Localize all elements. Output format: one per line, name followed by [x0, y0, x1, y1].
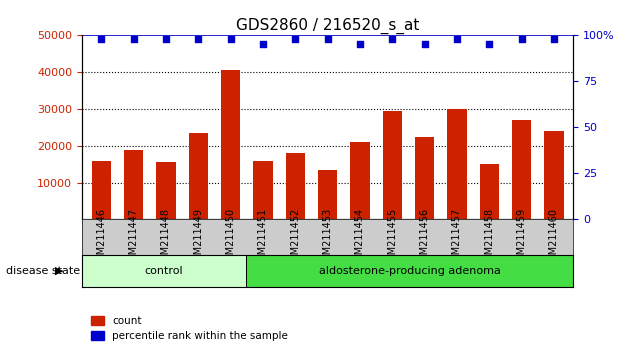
Point: [355, 42, 365, 47]
Point: [323, 36, 333, 42]
Bar: [447, 109, 467, 219]
Bar: [544, 131, 564, 219]
Point: [290, 36, 301, 42]
Text: disease state: disease state: [6, 266, 81, 276]
Bar: [91, 161, 111, 219]
Text: GSM211446: GSM211446: [96, 208, 106, 267]
Point: [517, 36, 527, 42]
Title: GDS2860 / 216520_s_at: GDS2860 / 216520_s_at: [236, 18, 420, 34]
Text: aldosterone-producing adenoma: aldosterone-producing adenoma: [319, 266, 500, 276]
Text: GSM211455: GSM211455: [387, 207, 398, 267]
Text: GSM211450: GSM211450: [226, 207, 236, 267]
Point: [258, 42, 268, 47]
Text: ▶: ▶: [55, 266, 63, 276]
Text: GSM211459: GSM211459: [517, 207, 527, 267]
Text: GSM211452: GSM211452: [290, 207, 301, 267]
Bar: [221, 70, 240, 219]
Text: GSM211449: GSM211449: [193, 208, 203, 267]
Bar: [156, 162, 176, 219]
Point: [129, 36, 139, 42]
Text: GSM211451: GSM211451: [258, 207, 268, 267]
Point: [420, 42, 430, 47]
Text: GSM211457: GSM211457: [452, 207, 462, 267]
Point: [387, 36, 398, 42]
Bar: [415, 137, 434, 219]
Text: GSM211454: GSM211454: [355, 207, 365, 267]
Bar: [188, 133, 208, 219]
Legend: count, percentile rank within the sample: count, percentile rank within the sample: [87, 312, 292, 345]
Bar: [285, 153, 305, 219]
Bar: [124, 149, 143, 219]
Text: control: control: [144, 266, 183, 276]
Point: [226, 36, 236, 42]
Bar: [350, 142, 370, 219]
Point: [96, 36, 106, 42]
Bar: [253, 161, 273, 219]
Bar: [382, 111, 402, 219]
Point: [549, 36, 559, 42]
Point: [452, 36, 462, 42]
Text: GSM211453: GSM211453: [323, 207, 333, 267]
Point: [193, 36, 203, 42]
Bar: [512, 120, 531, 219]
Point: [161, 36, 171, 42]
FancyBboxPatch shape: [246, 255, 573, 287]
Text: GSM211460: GSM211460: [549, 208, 559, 267]
FancyBboxPatch shape: [82, 255, 246, 287]
Bar: [479, 164, 499, 219]
Point: [484, 42, 495, 47]
Bar: [318, 170, 337, 219]
Text: GSM211447: GSM211447: [129, 207, 139, 267]
Text: GSM211458: GSM211458: [484, 207, 495, 267]
Text: GSM211456: GSM211456: [420, 207, 430, 267]
Text: GSM211448: GSM211448: [161, 208, 171, 267]
